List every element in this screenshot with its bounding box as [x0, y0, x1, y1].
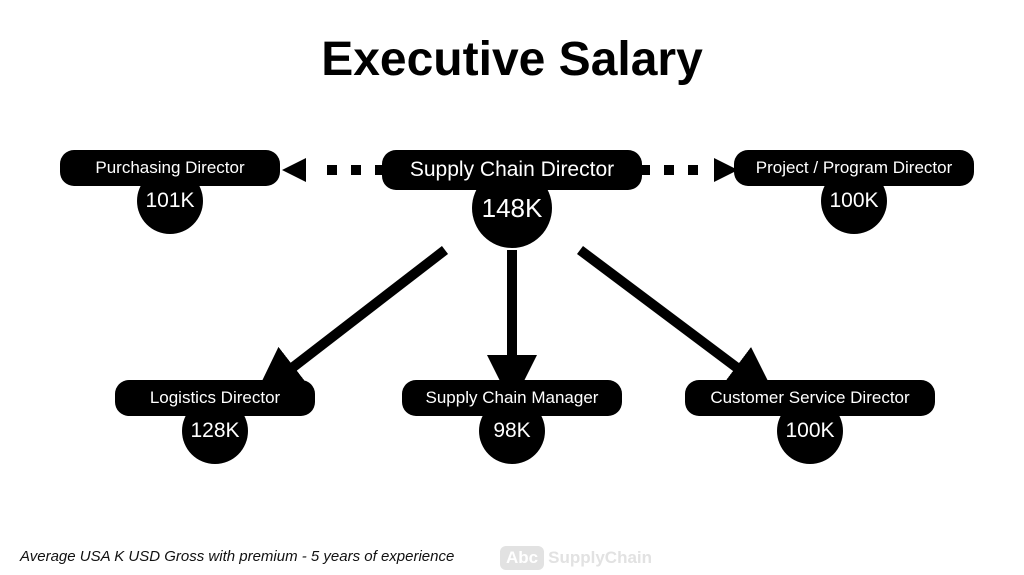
node-label: Logistics Director — [115, 380, 315, 416]
node-label: Project / Program Director — [734, 150, 974, 186]
node-left: Purchasing Director101K — [60, 150, 280, 186]
node-br: Customer Service Director100K — [685, 380, 935, 416]
node-bc: Supply Chain Manager98K — [402, 380, 622, 416]
footnote-text: Average USA K USD Gross with premium - 5… — [20, 548, 454, 565]
edge-dot — [664, 165, 674, 175]
edge-dot — [688, 165, 698, 175]
node-center: Supply Chain Director148K — [382, 150, 642, 190]
node-right: Project / Program Director100K — [734, 150, 974, 186]
watermark: Abc SupplyChain — [500, 546, 652, 570]
node-label: Supply Chain Director — [382, 150, 642, 190]
edge-solid — [580, 250, 760, 385]
edge-dot — [351, 165, 361, 175]
watermark-text: SupplyChain — [548, 548, 652, 568]
edge-solid — [270, 250, 445, 385]
node-label: Customer Service Director — [685, 380, 935, 416]
node-bl: Logistics Director128K — [115, 380, 315, 416]
node-label: Supply Chain Manager — [402, 380, 622, 416]
edge-dot — [327, 165, 337, 175]
node-label: Purchasing Director — [60, 150, 280, 186]
watermark-prefix: Abc — [500, 546, 544, 570]
page-title: Executive Salary — [0, 32, 1024, 87]
